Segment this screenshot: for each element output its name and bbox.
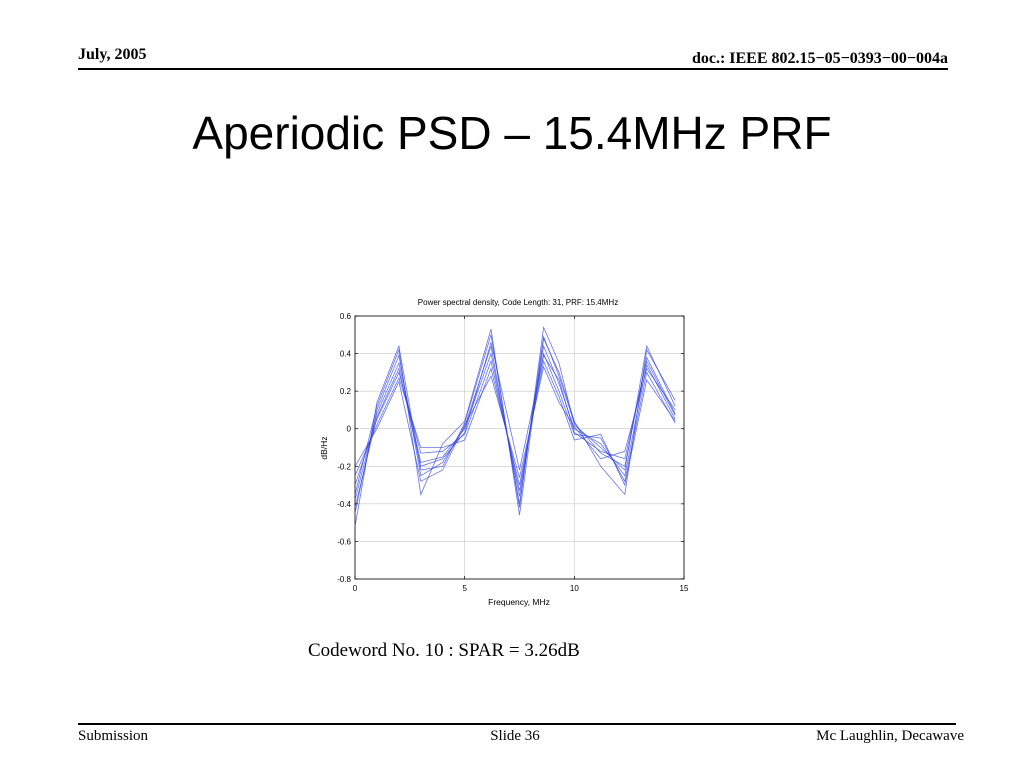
y-tick-label: -0.2 [337, 462, 351, 471]
x-tick-label: 0 [353, 584, 358, 593]
header-date: July, 2005 [78, 46, 147, 63]
y-tick-label: 0.6 [340, 312, 352, 321]
grid-lines [354, 315, 685, 580]
series-line-8 [354, 342, 676, 508]
y-axis-label: dB/Hz [319, 436, 329, 459]
y-tick-label: 0.4 [340, 350, 352, 359]
series-line-7 [354, 328, 676, 516]
slide-caption: Codeword No. 10 : SPAR = 3.26dB [308, 640, 580, 661]
plot-frame [354, 315, 685, 580]
psd-chart: 0 5 10 15 0.6 0.4 0.2 0 -0.2 -0.4 -0.6 -0.8 Power … [319, 298, 689, 607]
y-tick-label: 0.2 [340, 387, 352, 396]
y-tick-label: 0 [347, 425, 352, 434]
series-line-4 [354, 352, 676, 491]
series-lines [354, 325, 676, 527]
x-tick-label: 15 [680, 584, 689, 593]
y-ticks: 0.6 0.4 0.2 0 -0.2 -0.4 -0.6 -0.8 [337, 312, 684, 584]
x-ticks: 0 5 10 15 [353, 316, 689, 593]
footer-slide-number: Slide 36 [490, 728, 540, 744]
header-doc-id: doc.: IEEE 802.15−05−0393−00−004a [691, 50, 948, 67]
series-line-6 [354, 365, 676, 482]
x-tick-label: 10 [570, 584, 579, 593]
series-line-1 [354, 325, 676, 527]
x-axis-label: Frequency, MHz [488, 597, 550, 607]
y-tick-label: -0.6 [337, 537, 351, 546]
footer-submission: Submission [78, 728, 149, 744]
chart-title: Power spectral density, Code Length: 31,… [418, 298, 618, 307]
footer-rule [78, 723, 956, 725]
x-tick-label: 5 [462, 584, 467, 593]
header-rule [78, 68, 948, 70]
slide-title: Aperiodic PSD – 15.4MHz PRF [192, 107, 832, 159]
y-tick-label: -0.8 [337, 575, 351, 584]
footer-author: Mc Laughlin, Decawave [816, 728, 964, 744]
y-tick-label: -0.4 [337, 500, 351, 509]
